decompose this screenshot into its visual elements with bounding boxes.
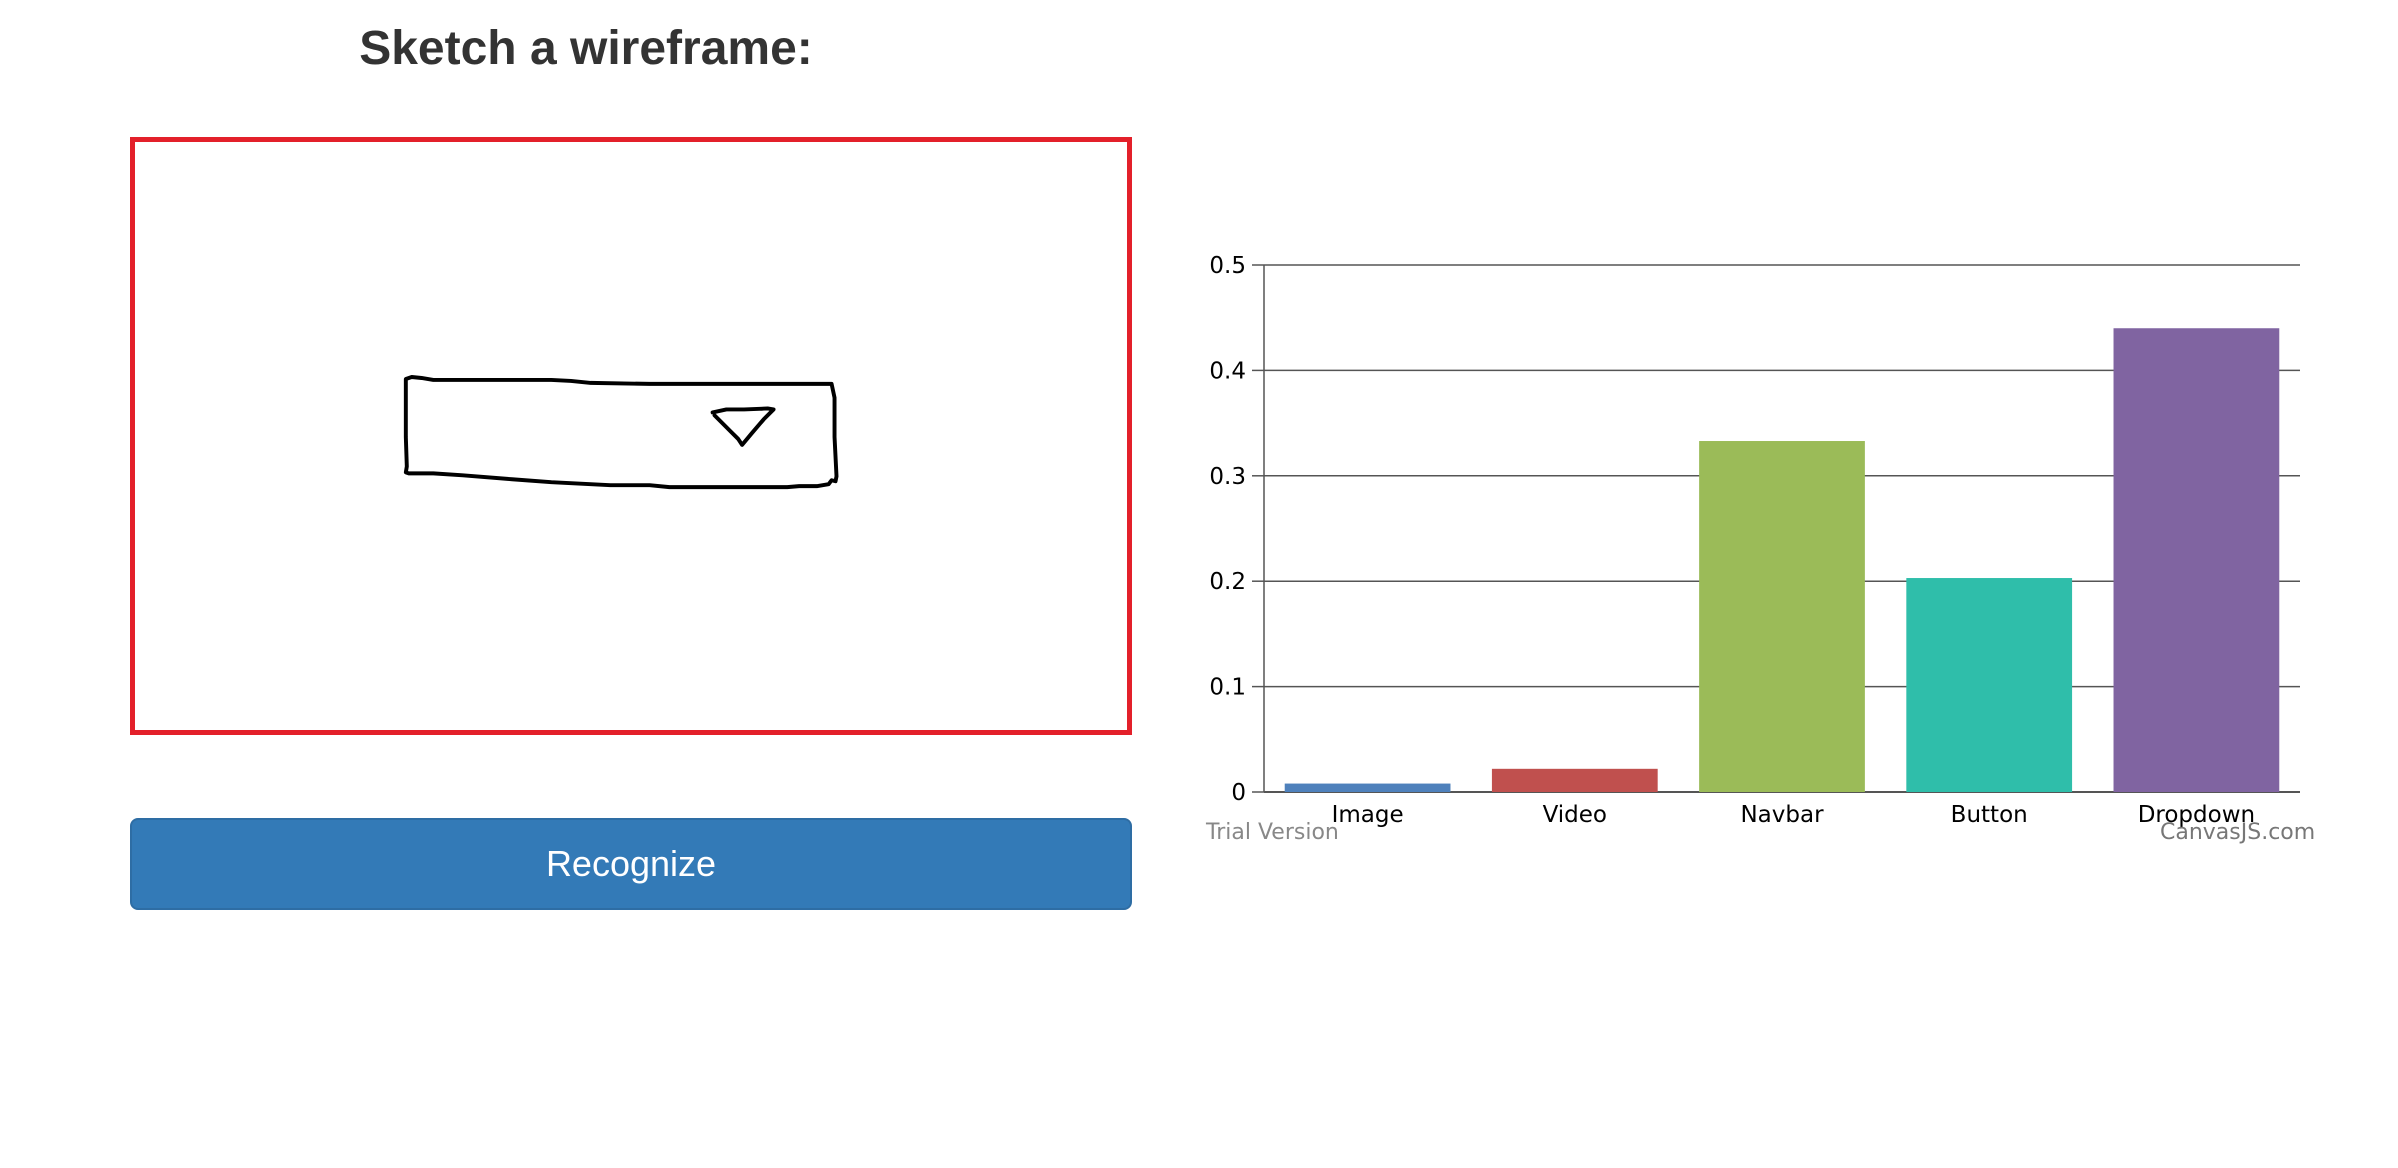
- y-tick-label: 0: [1231, 780, 1246, 806]
- trial-version-label: Trial Version: [1206, 820, 1339, 845]
- bar-video: [1491, 768, 1658, 792]
- page-title: Sketch a wireframe:: [359, 22, 813, 75]
- y-tick-label: 0.3: [1209, 464, 1246, 490]
- y-tick-label: 0.5: [1209, 253, 1246, 279]
- y-tick-label: 0.1: [1209, 675, 1246, 701]
- x-tick-label: Image: [1332, 802, 1404, 828]
- bar-image: [1284, 783, 1451, 792]
- recognize-button[interactable]: Recognize: [130, 818, 1132, 910]
- x-tick-label: Navbar: [1740, 802, 1824, 828]
- canvasjs-credit-link[interactable]: CanvasJS.com: [2160, 820, 2316, 845]
- x-tick-label: Video: [1543, 802, 1607, 828]
- sketch-triangle-stroke: [710, 406, 776, 447]
- x-tick-label: Dropdown: [2138, 802, 2255, 828]
- y-tick-label: 0.4: [1209, 358, 1246, 384]
- bar-button: [1906, 578, 2073, 792]
- bar-dropdown: [2113, 328, 2280, 792]
- x-tick-label: Button: [1951, 802, 2028, 828]
- prediction-chart: 0 0.1 0.2 0.3 0.4 0.5 Image Video Navbar Button Dr…: [1200, 230, 2330, 870]
- y-tick-label: 0.2: [1209, 569, 1246, 595]
- sketch-rectangle-stroke: [403, 375, 839, 490]
- bar-chart: 0 0.1 0.2 0.3 0.4 0.5 Image Video Navbar Button Dr…: [1209, 253, 2300, 828]
- sketch-drawing: [403, 375, 839, 490]
- sketch-canvas[interactable]: [130, 137, 1132, 735]
- bar-navbar: [1699, 441, 1865, 792]
